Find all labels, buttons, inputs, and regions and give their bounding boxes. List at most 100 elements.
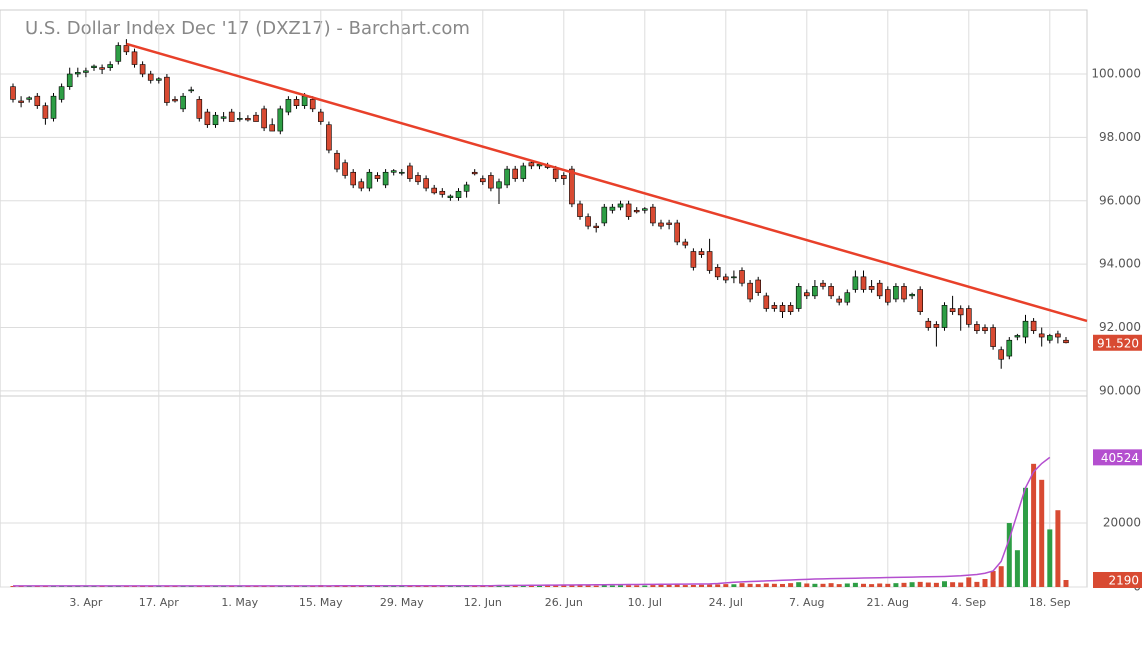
candle-body	[10, 86, 16, 100]
y-tick-label: 100.000	[1091, 67, 1141, 81]
volume-bar	[618, 585, 623, 587]
candle-body	[690, 251, 697, 268]
volume-bar	[537, 585, 542, 587]
volume-bar	[966, 577, 972, 587]
candle-body	[868, 286, 875, 290]
volume-bar	[520, 585, 526, 587]
x-tick-label: 18. Sep	[1029, 596, 1071, 609]
y-tick-label: 90.000	[1099, 383, 1141, 397]
volume-bar	[1006, 523, 1012, 587]
volume-bar	[593, 585, 599, 587]
y-tick-label: 94.000	[1099, 257, 1141, 271]
candle-body	[115, 45, 122, 62]
volume-bar	[893, 583, 899, 587]
candle-body	[812, 286, 818, 297]
candle-body	[285, 99, 292, 113]
candle-body	[998, 349, 1005, 360]
candle-body	[107, 64, 113, 68]
x-tick-label: 12. Jun	[464, 596, 502, 609]
volume-bar	[982, 579, 988, 587]
candle-body	[731, 276, 737, 279]
volume-bar	[545, 585, 551, 587]
candle-body	[26, 97, 33, 100]
volume-bar	[1039, 479, 1045, 587]
volume-bar	[820, 583, 826, 587]
volume-bar	[852, 582, 858, 587]
volume-bar	[609, 585, 615, 587]
candle-body	[1030, 320, 1037, 332]
volume-bar	[439, 586, 445, 587]
volume-bar	[585, 585, 591, 587]
volume-bar	[512, 585, 518, 587]
candle-body	[747, 282, 753, 300]
trendline	[126, 42, 1088, 323]
candle-body	[366, 171, 373, 189]
candle-body	[455, 190, 462, 198]
candle-body	[317, 111, 324, 122]
candle-body	[925, 320, 932, 328]
volume-bar	[577, 585, 583, 587]
x-tick-label: 29. May	[380, 596, 424, 609]
volume-bar	[723, 584, 729, 587]
candle-body	[577, 203, 583, 217]
x-tick-label: 1. May	[221, 596, 258, 609]
candle-body	[876, 282, 883, 297]
volume-bar	[447, 586, 453, 587]
volume-bar	[804, 583, 810, 587]
candle-body	[374, 175, 381, 179]
candle-body	[1006, 339, 1013, 357]
volume-bar	[1023, 487, 1028, 587]
candle-body	[974, 324, 980, 332]
volume-bar	[990, 571, 996, 587]
candle-body	[83, 70, 89, 73]
candle-body	[828, 286, 834, 297]
candle-body	[528, 162, 535, 167]
chart-title: U.S. Dollar Index Dec '17 (DXZ17) - Barc…	[25, 18, 470, 39]
volume-bar	[1055, 510, 1061, 587]
candle-body	[714, 267, 721, 278]
volume-bar	[456, 586, 461, 587]
candle-body	[431, 187, 438, 194]
volume-bar	[569, 585, 575, 587]
candle-body	[488, 175, 494, 189]
candle-body	[34, 95, 41, 107]
candle-body	[301, 95, 308, 107]
volume-bar	[796, 582, 802, 587]
y-tick-label: 98.000	[1099, 130, 1141, 144]
last-volume-tag: 2190	[1108, 573, 1139, 587]
candle-body	[560, 175, 567, 179]
candle-body	[277, 108, 284, 132]
candle-body	[326, 124, 332, 151]
volume-bar	[998, 566, 1004, 587]
candle-body	[552, 168, 559, 179]
candle-body	[536, 164, 543, 167]
candle-body	[212, 114, 219, 126]
candle-body	[585, 216, 591, 227]
volume-bar	[642, 585, 648, 587]
candle-body	[147, 73, 154, 81]
candle-body	[342, 162, 348, 176]
candle-body	[261, 108, 267, 129]
volume-bar	[1031, 463, 1037, 587]
candle-body	[682, 241, 689, 246]
volume-bar	[909, 582, 915, 587]
candle-body	[66, 73, 73, 87]
candle-body	[795, 286, 802, 309]
candle-body	[1014, 335, 1021, 338]
candle-body	[990, 327, 996, 347]
candle-body	[139, 64, 146, 75]
volume-bar	[942, 581, 947, 587]
volume-bar	[350, 586, 356, 587]
candle-body	[901, 286, 907, 300]
volume-bar	[682, 585, 688, 587]
candle-body	[253, 114, 259, 122]
volume-bar	[828, 583, 834, 587]
volume-bar	[739, 583, 745, 587]
candle-body	[779, 305, 786, 313]
last-price-tag: 91.520	[1097, 336, 1139, 350]
volume-bar	[958, 582, 964, 587]
candle-body	[771, 305, 778, 309]
candle-body	[617, 203, 624, 208]
candle-body	[220, 116, 227, 119]
volume-bar	[399, 586, 405, 587]
